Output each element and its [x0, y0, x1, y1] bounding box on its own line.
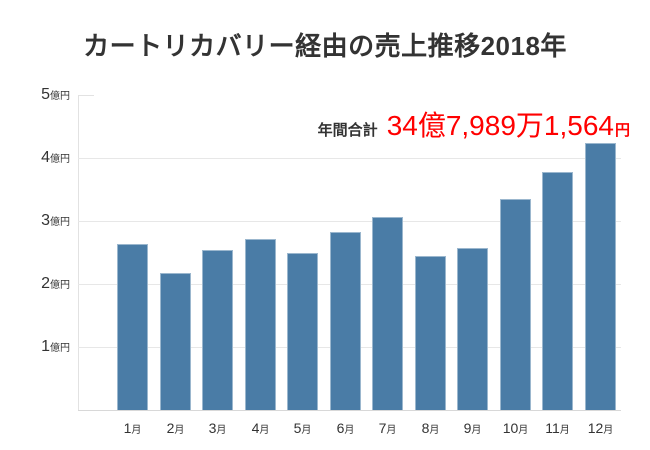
bar-8月 — [415, 256, 446, 410]
x-tick-unit: 月 — [559, 425, 570, 436]
x-tick-unit: 月 — [344, 425, 355, 436]
x-tick-unit: 月 — [518, 425, 529, 436]
y-tick-unit: 億円 — [50, 343, 70, 354]
bar-1月 — [117, 244, 148, 410]
x-tick-number: 10 — [502, 420, 519, 436]
y-tick-label-4: 4億円 — [0, 148, 70, 168]
x-tick-unit: 月 — [386, 425, 397, 436]
x-tick-number: 9 — [463, 420, 472, 436]
x-axis-line — [78, 410, 621, 411]
x-tick-unit: 月 — [603, 425, 614, 436]
x-tick-unit: 月 — [471, 425, 482, 436]
x-tick-number: 1 — [123, 420, 132, 436]
x-tick-number: 7 — [378, 420, 387, 436]
bar-10月 — [500, 199, 531, 410]
x-tick-label-9月: 9月 — [451, 419, 495, 437]
annual-total-unit: 円 — [614, 122, 630, 139]
y-axis-top-tick — [78, 95, 94, 96]
annual-total-annotation: 年間合計 34億7,989万1,564 円 — [318, 104, 630, 144]
x-tick-label-11月: 11月 — [536, 419, 580, 437]
x-tick-number: 2 — [166, 420, 175, 436]
x-tick-unit: 月 — [259, 425, 270, 436]
x-tick-number: 11 — [545, 420, 560, 436]
y-tick-unit: 億円 — [50, 91, 70, 102]
x-tick-label-3月: 3月 — [196, 419, 240, 437]
x-tick-label-7月: 7月 — [366, 419, 410, 437]
bar-5月 — [287, 253, 318, 410]
bar-7月 — [372, 217, 403, 410]
y-tick-unit: 億円 — [50, 280, 70, 291]
x-tick-label-8月: 8月 — [409, 419, 453, 437]
x-tick-unit: 月 — [429, 425, 440, 436]
y-tick-number: 2 — [41, 275, 50, 292]
x-tick-unit: 月 — [301, 425, 312, 436]
y-tick-label-5: 5億円 — [0, 85, 70, 105]
x-tick-number: 12 — [587, 420, 604, 436]
bar-4月 — [245, 239, 276, 410]
annual-total-value: 34億7,989万1,564 — [386, 110, 614, 141]
x-tick-unit: 月 — [216, 425, 227, 436]
bar-6月 — [330, 232, 361, 410]
y-tick-unit: 億円 — [50, 154, 70, 165]
gridline-4 — [78, 158, 621, 159]
chart-title: カートリカバリー経由の売上推移2018年 — [83, 31, 567, 61]
y-tick-label-2: 2億円 — [0, 274, 70, 294]
annual-total-label: 年間合計 — [317, 122, 378, 139]
y-tick-number: 5 — [41, 86, 50, 103]
bar-9月 — [457, 248, 488, 410]
bar-2月 — [160, 273, 191, 410]
x-tick-label-5月: 5月 — [281, 419, 325, 437]
x-tick-label-1月: 1月 — [111, 419, 155, 437]
x-tick-label-6月: 6月 — [324, 419, 368, 437]
y-tick-label-3: 3億円 — [0, 211, 70, 231]
y-tick-number: 4 — [41, 149, 50, 166]
y-tick-label-1: 1億円 — [0, 337, 70, 357]
gridline-3 — [78, 221, 621, 222]
x-tick-number: 3 — [208, 420, 217, 436]
y-tick-unit: 億円 — [50, 217, 70, 228]
x-tick-number: 6 — [336, 420, 345, 436]
bar-3月 — [202, 250, 233, 410]
bar-12月 — [585, 143, 616, 410]
x-tick-label-4月: 4月 — [239, 419, 283, 437]
bar-11月 — [542, 172, 573, 410]
x-tick-unit: 月 — [174, 425, 185, 436]
y-axis-line — [78, 95, 79, 410]
x-tick-number: 8 — [421, 420, 430, 436]
x-tick-label-10月: 10月 — [494, 419, 538, 437]
x-tick-label-2月: 2月 — [154, 419, 198, 437]
y-tick-number: 1 — [41, 338, 50, 355]
x-tick-label-12月: 12月 — [579, 419, 623, 437]
y-tick-number: 3 — [41, 212, 50, 229]
x-tick-number: 5 — [293, 420, 302, 436]
x-tick-number: 4 — [251, 420, 260, 436]
x-tick-unit: 月 — [131, 425, 142, 436]
